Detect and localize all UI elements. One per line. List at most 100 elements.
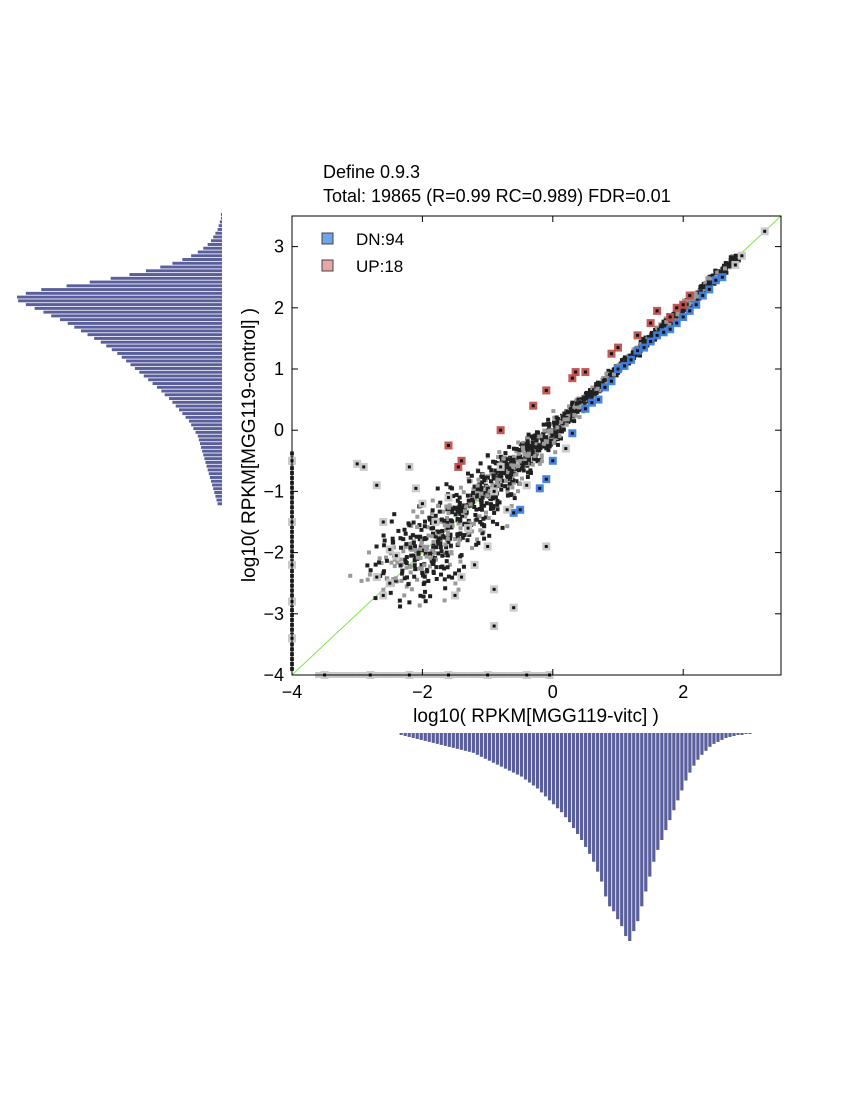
cloud-point (398, 563, 403, 568)
y-axis-label: log10( RPKM[MGG119-control] ) (239, 308, 260, 582)
cloud-point (448, 536, 453, 541)
cloud-point (442, 566, 447, 571)
cloud-point (734, 258, 739, 263)
cloud-point (460, 535, 465, 540)
cloud-point (438, 541, 443, 546)
cloud-point (576, 405, 581, 410)
x-hist-bar (547, 733, 552, 801)
x-hist-bar (439, 733, 443, 745)
cloud-point (402, 593, 407, 598)
cloud-point (516, 440, 521, 445)
cloud-point (376, 560, 381, 565)
x-hist-bar (467, 733, 471, 752)
y-hist-bar (203, 246, 222, 250)
cloud-point (493, 484, 498, 489)
y-hist-bar (191, 423, 222, 427)
x-hist-bar (668, 733, 672, 821)
y-hist-bar (169, 397, 222, 401)
other-point (372, 573, 381, 582)
cloud-point (470, 493, 475, 498)
cloud-point (516, 468, 521, 473)
cloud-point (453, 571, 458, 576)
cloud-point (482, 536, 487, 541)
cloud-point (427, 517, 432, 522)
cloud-point (499, 483, 504, 488)
cloud-point (381, 587, 386, 592)
cloud-point (479, 485, 484, 490)
cloud-point (527, 443, 532, 448)
cloud-point (456, 568, 461, 573)
x-hist-bar (567, 733, 572, 823)
y-hist-bar (143, 374, 222, 378)
cloud-point (437, 536, 442, 541)
cloud-point (479, 503, 484, 508)
cloud-point (442, 577, 447, 582)
cloud-point (546, 429, 551, 434)
cloud-point (480, 474, 485, 479)
y-hist-bar (198, 438, 222, 442)
cloud-point (385, 576, 390, 581)
y-hist-bar (212, 483, 222, 487)
y-hist-bar (51, 314, 222, 318)
x-hist-bar (748, 733, 752, 734)
cloud-point (522, 458, 527, 463)
up-point (571, 368, 580, 377)
cloud-point (487, 465, 492, 470)
cloud-point (427, 551, 432, 556)
dn-point (607, 377, 616, 386)
y-hist-bar (164, 393, 222, 397)
cloud-point (537, 443, 542, 448)
cloud-point (728, 259, 733, 264)
cloud-point (398, 557, 403, 562)
dn-point (659, 328, 668, 337)
plot-frame (291, 215, 782, 676)
cloud-point (396, 528, 401, 533)
cloud-point (530, 462, 535, 467)
cloud-point (448, 543, 453, 548)
cloud-point (562, 411, 567, 416)
cloud-point (437, 509, 442, 514)
cloud-point (419, 541, 424, 546)
cloud-point (439, 549, 444, 554)
x-hist-bar (692, 733, 696, 766)
cloud-point (359, 578, 364, 583)
other-point (483, 542, 492, 551)
cloud-point (684, 298, 689, 303)
other-point (731, 260, 740, 269)
cloud-point (509, 461, 514, 466)
cloud-point (542, 428, 547, 433)
cloud-point (488, 489, 493, 494)
other-point (392, 551, 401, 560)
cloud-point (569, 404, 574, 409)
cloud-point (544, 435, 549, 440)
cloud-point (514, 449, 519, 454)
cloud-point (512, 496, 517, 501)
cloud-point (483, 475, 488, 480)
x-hist-bar (604, 733, 608, 897)
y-hist-bar (66, 284, 222, 288)
cloud-point (485, 493, 490, 498)
cloud-point (526, 432, 531, 437)
cloud-point (589, 396, 594, 401)
cloud-point (439, 572, 444, 577)
cloud-point (532, 433, 537, 438)
cloud-point (588, 390, 593, 395)
cloud-point (434, 545, 439, 550)
cloud-point (377, 556, 382, 561)
cloud-point (455, 516, 460, 521)
cloud-point (431, 548, 436, 553)
cloud-point (446, 540, 451, 545)
other-point (385, 545, 394, 554)
dn-point (548, 456, 557, 465)
cloud-point (696, 290, 701, 295)
cloud-point (466, 476, 471, 481)
cloud-point (483, 515, 488, 520)
cloud-point (438, 500, 443, 505)
up-point (646, 319, 655, 328)
dn-point (633, 346, 642, 355)
dn-point (646, 337, 655, 346)
cloud-point (434, 565, 439, 570)
cloud-point (411, 520, 416, 525)
cloud-point (476, 541, 481, 546)
cloud-point (419, 527, 424, 532)
